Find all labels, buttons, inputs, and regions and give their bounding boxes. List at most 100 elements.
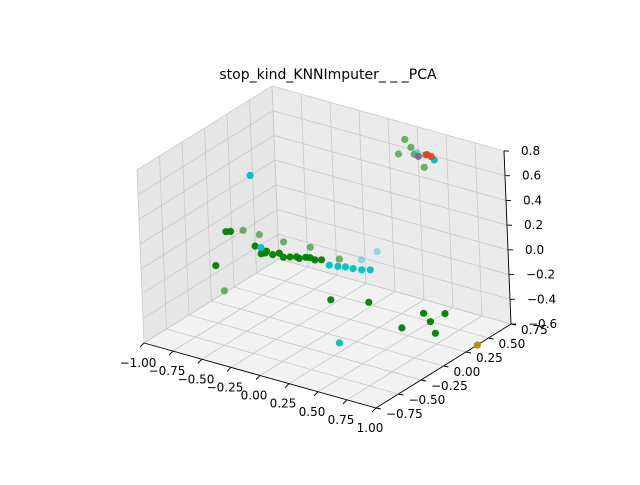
y-tick-label: 0.50 [499, 337, 526, 351]
y-tick-label: 0.75 [521, 323, 548, 337]
data-point [317, 256, 326, 264]
x-tick-mark [371, 407, 377, 413]
data-point [220, 287, 228, 295]
x-tick-mark [284, 383, 290, 388]
z-grid-back [274, 159, 508, 226]
y-grid-floor [188, 314, 422, 381]
y-grid-left [181, 141, 190, 316]
x-grid-back [358, 110, 367, 284]
z-grid-left [141, 209, 278, 294]
z-grid-left [140, 184, 277, 270]
y-grid-left [159, 155, 167, 330]
z-tick-label: 0.8 [521, 144, 540, 158]
data-point [311, 256, 319, 264]
y-grid-floor [166, 328, 399, 395]
y-grid-floor [211, 300, 444, 367]
data-point [226, 227, 235, 235]
y-grid-left [226, 113, 235, 288]
data-point [261, 249, 269, 257]
z-grid-left [136, 85, 273, 171]
y-tick-label: −0.50 [409, 393, 446, 407]
x-tick-mark [197, 358, 203, 364]
y-grid-floor [233, 286, 467, 353]
data-point [246, 171, 254, 179]
data-point [426, 318, 434, 326]
data-point [279, 253, 287, 261]
y-tick-label: 0.25 [476, 351, 503, 365]
y-tick-mark [488, 337, 494, 340]
x-tick-label: 0.75 [328, 413, 355, 427]
data-point [358, 266, 366, 274]
x-tick-label: 0.50 [299, 405, 326, 419]
data-point [441, 310, 449, 318]
y-tick-mark [465, 351, 472, 354]
y-tick-mark [375, 407, 382, 410]
x-tick-label: 0.00 [241, 389, 268, 403]
x-tick-label: 1.00 [357, 421, 384, 435]
data-point [420, 163, 428, 171]
data-point [394, 150, 403, 158]
data-point [414, 152, 422, 160]
data-point [398, 324, 406, 332]
z-grid-back [278, 258, 512, 325]
y-tick-label: −0.75 [386, 407, 423, 421]
data-point [251, 242, 259, 250]
axis-lines [139, 150, 517, 413]
y-grid-left [136, 169, 145, 344]
y-tick-mark [398, 393, 404, 396]
x-grid-back [300, 94, 309, 268]
data-point [280, 238, 288, 246]
z-grid-left [137, 110, 274, 196]
x-grid-back [445, 134, 454, 308]
x-tick-mark [226, 367, 232, 372]
z-grid-left [143, 258, 280, 344]
x-tick-label: −1.00 [120, 356, 157, 370]
y-tick-mark [420, 379, 427, 382]
data-point [334, 262, 342, 270]
grid-lines [136, 85, 512, 409]
x-tick-mark [168, 350, 174, 356]
x-tick-mark [313, 391, 319, 397]
data-point [335, 255, 343, 263]
data-points [212, 135, 481, 349]
y-tick-label: 0.00 [454, 365, 481, 379]
data-point [473, 341, 481, 349]
data-point [255, 231, 263, 239]
z-tick-label: −0.6 [528, 317, 557, 331]
data-point [365, 298, 373, 306]
data-point [306, 243, 314, 251]
x-tick-mark [342, 399, 348, 405]
x-grid-back [387, 118, 396, 292]
z-tick-label: 0.2 [524, 218, 543, 232]
z-grid-left [138, 135, 275, 220]
x-tick-label: −0.50 [178, 372, 215, 386]
data-point [295, 254, 303, 262]
data-point [325, 261, 333, 269]
tick-labels: −1.00−0.75−0.50−0.250.000.250.500.751.00… [120, 144, 558, 435]
data-point [341, 263, 350, 271]
z-tick-label: 0.0 [525, 243, 544, 257]
data-point [431, 329, 439, 337]
x-tick-mark [139, 342, 145, 348]
data-point [212, 262, 220, 270]
z-tick-label: 0.4 [523, 193, 542, 207]
y-grid-floor [256, 272, 489, 339]
x-tick-mark [255, 375, 261, 380]
data-point [335, 339, 343, 347]
y-grid-left [271, 85, 280, 260]
z-tick-label: 0.6 [522, 169, 541, 183]
data-point [269, 251, 277, 259]
data-point [373, 248, 381, 256]
data-point [366, 266, 374, 274]
y-tick-label: −0.25 [431, 379, 468, 393]
data-point [357, 256, 365, 264]
x-grid-back [329, 102, 338, 276]
chart-title: stop_kind_KNNImputer_ _ _PCA [219, 67, 437, 83]
z-grid-back [273, 135, 507, 201]
data-point [349, 265, 357, 273]
data-point [420, 309, 428, 317]
data-point [257, 244, 265, 252]
data-point [327, 296, 335, 304]
z-grid-back [276, 209, 510, 275]
